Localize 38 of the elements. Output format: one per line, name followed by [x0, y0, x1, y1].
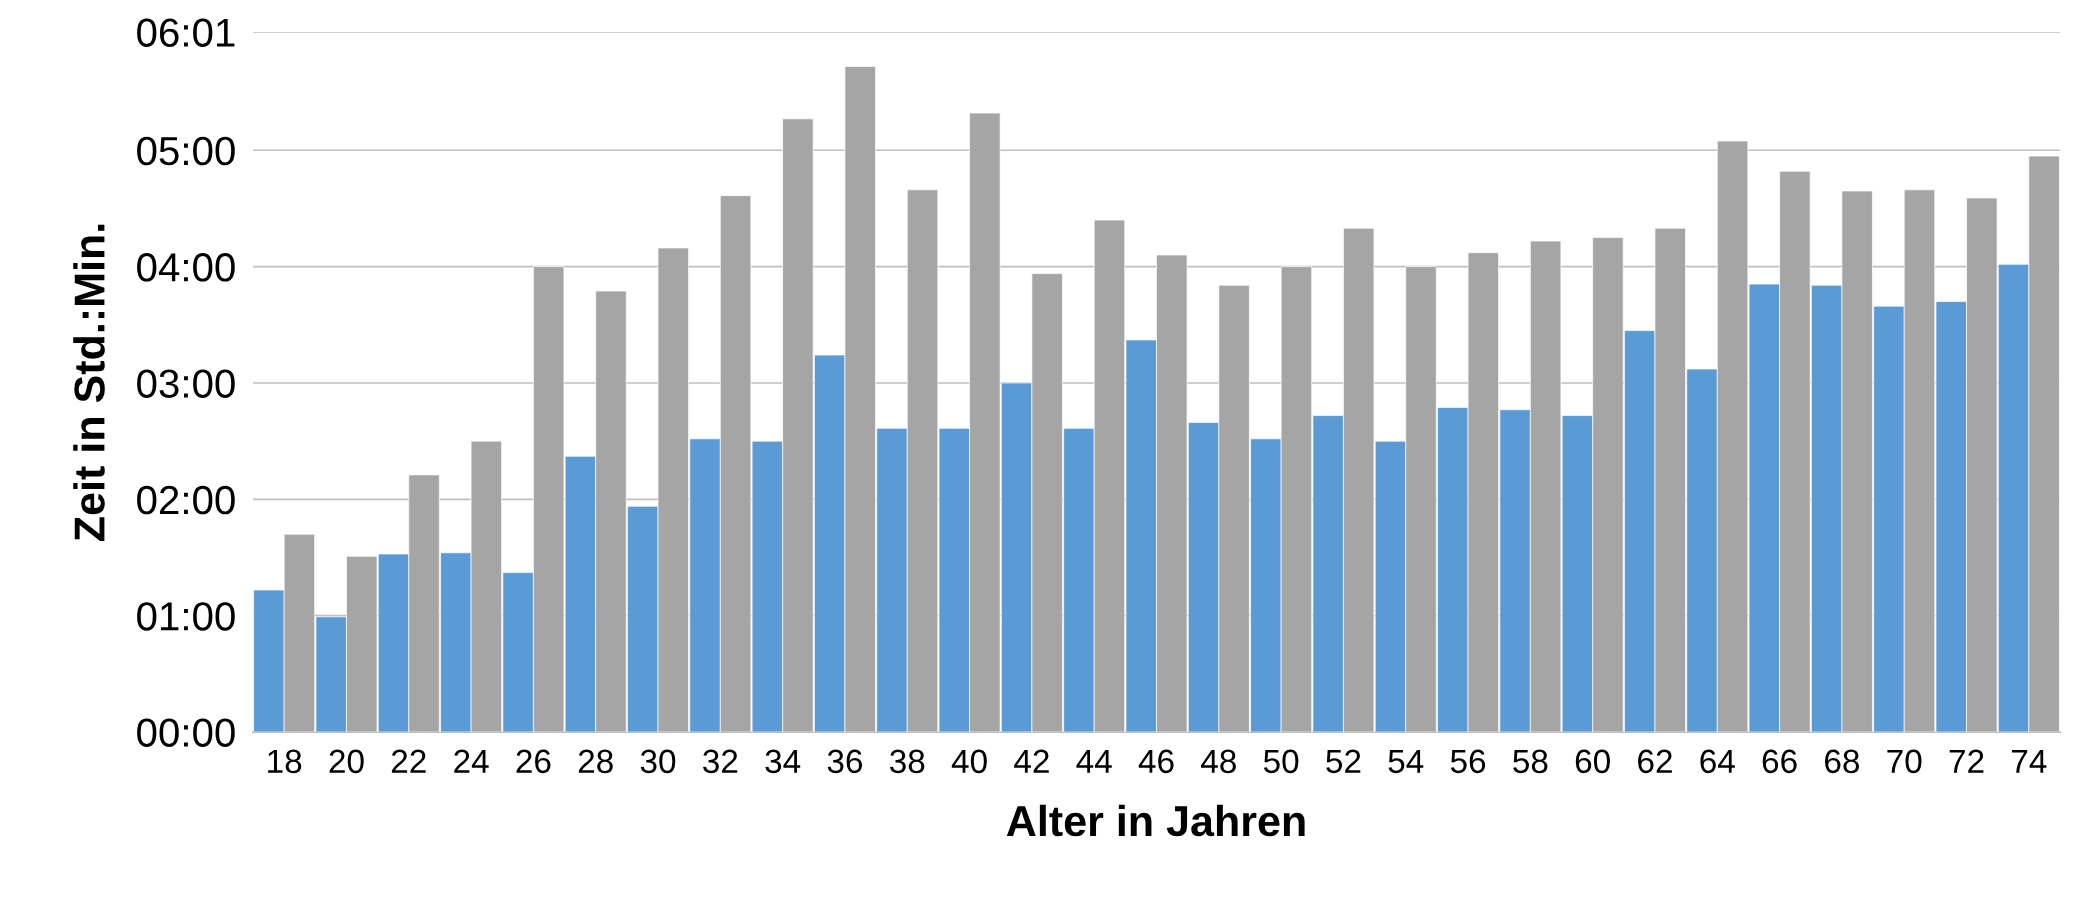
y-tick-label: 01:00 — [137, 602, 235, 631]
x-tick-label: 56 — [1450, 749, 1486, 774]
x-tick-label: 60 — [1575, 749, 1610, 774]
x-tick-label: 24 — [454, 749, 489, 773]
y-axis-title: Zeit in Std.:Min. — [73, 224, 105, 541]
x-tick-label: 66 — [1762, 749, 1797, 774]
y-tick-label: 05:00 — [137, 136, 235, 166]
x-tick-label: 52 — [1326, 749, 1361, 774]
y-tick-label: 02:00 — [137, 485, 235, 515]
x-tick-label: 40 — [951, 749, 987, 774]
x-tick-label: 50 — [1263, 749, 1299, 774]
x-tick-label: 34 — [765, 749, 801, 774]
x-tick-label: 62 — [1638, 749, 1672, 774]
x-tick-label: 30 — [640, 749, 676, 774]
y-tick-label: 04:00 — [137, 253, 235, 282]
x-tick-label: 70 — [1887, 749, 1922, 774]
x-tick-label: 22 — [391, 749, 426, 773]
x-axis-title: Alter in Jahren — [1006, 804, 1305, 837]
x-tick-label: 32 — [703, 749, 738, 774]
x-tick-label: 68 — [1825, 749, 1859, 774]
x-tick-label: 64 — [1700, 749, 1735, 774]
x-tick-label: 42 — [1014, 749, 1049, 773]
x-tick-label: 38 — [889, 749, 925, 774]
y-tick-label: 06:01 — [137, 18, 235, 47]
x-tick-label: 26 — [516, 749, 551, 774]
x-tick-label: 54 — [1388, 749, 1424, 774]
x-tick-label: 46 — [1138, 749, 1174, 774]
x-tick-label: 20 — [329, 749, 364, 774]
x-tick-label: 44 — [1076, 749, 1112, 773]
x-tick-label: 72 — [1949, 749, 1984, 773]
x-tick-label: 74 — [2012, 749, 2047, 773]
x-tick-label: 28 — [578, 749, 613, 774]
x-tick-label: 48 — [1201, 749, 1236, 774]
x-tick-label: 36 — [827, 749, 863, 774]
y-tick-label: 03:00 — [137, 369, 235, 398]
x-tick-label: 58 — [1513, 749, 1548, 774]
x-tick-label: 18 — [268, 749, 302, 774]
y-tick-label: 00:00 — [137, 718, 235, 747]
